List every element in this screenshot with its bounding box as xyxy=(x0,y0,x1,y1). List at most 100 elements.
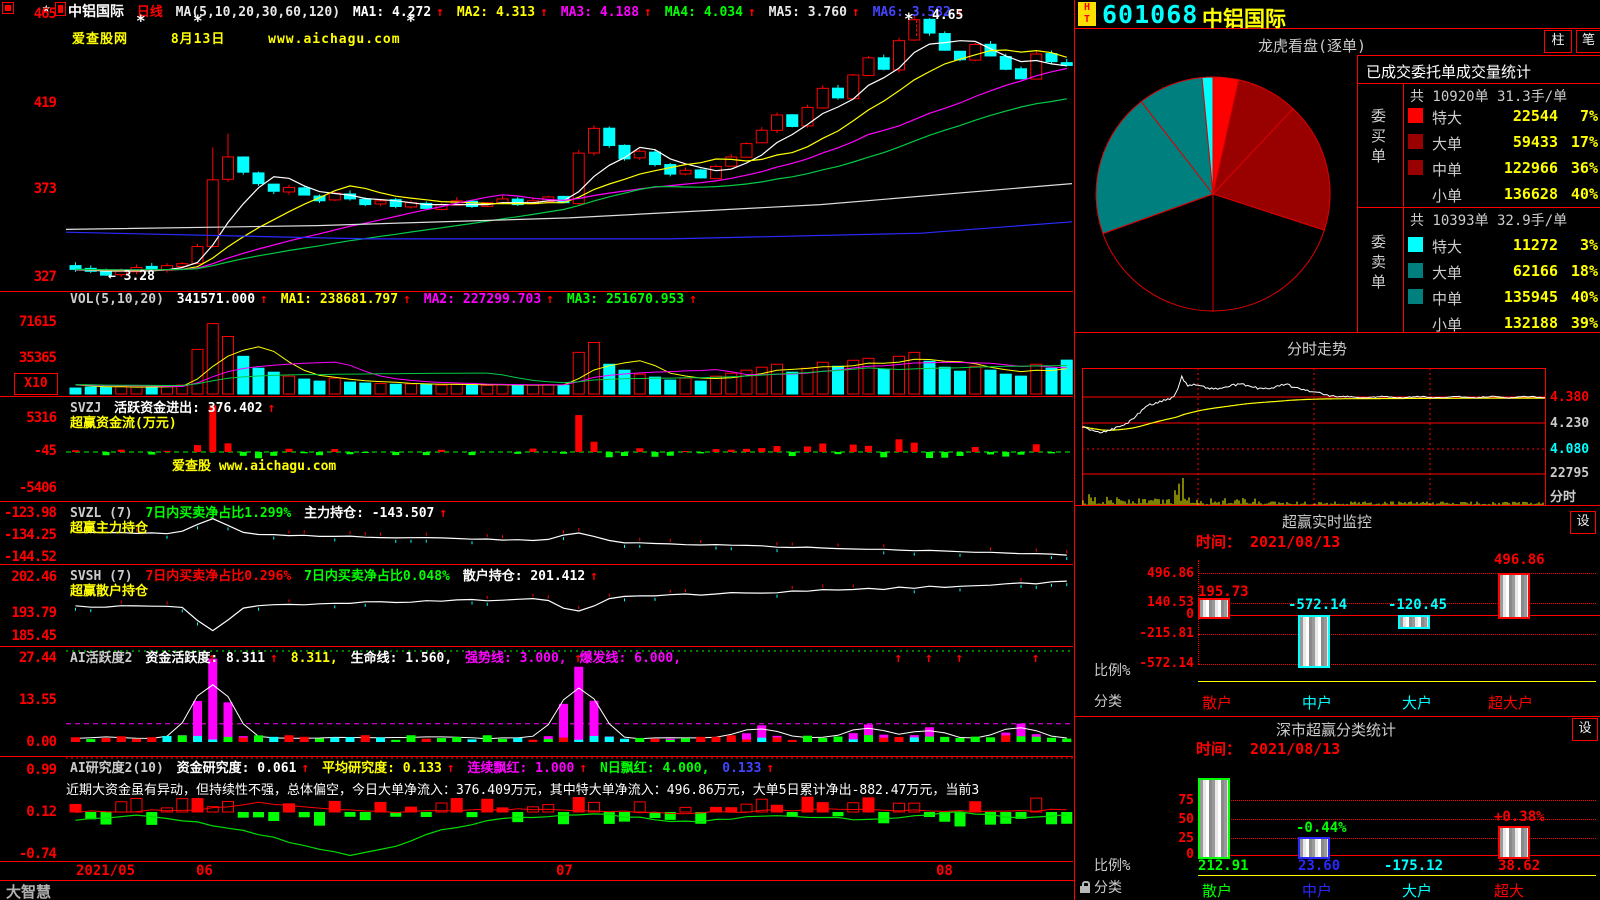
period-label[interactable]: 日线 xyxy=(136,5,163,20)
up-arrow-icon: ↑ xyxy=(267,401,276,416)
tab-stroke-chart[interactable]: 笔 xyxy=(1576,30,1600,53)
res-description: 近期大资金虽有异动，但持续性不强，总体偏空，今日大单净流入：376.409万元，… xyxy=(66,783,980,798)
order-row-label: 中单 xyxy=(1432,161,1463,179)
date-label: 08 xyxy=(936,863,953,879)
legend-swatch-buy-md xyxy=(1408,160,1423,175)
up-arrow-icon: ↑ xyxy=(955,5,964,20)
shenshi-value: 212.91 xyxy=(1198,858,1249,874)
table-border xyxy=(1357,55,1600,56)
res-axis-label: -0.74 xyxy=(18,846,57,862)
svsh-ratio-buy: 7日内买卖净占比0.048% xyxy=(304,569,450,584)
gridline xyxy=(1198,634,1596,635)
logo-letter-h: H xyxy=(1083,2,1091,13)
chart-marker: * xyxy=(193,11,203,30)
vol-indicator-name: VOL(5,10,20) xyxy=(70,292,164,307)
divider xyxy=(0,396,1073,397)
peak-annotation: 4.65 xyxy=(932,8,964,23)
svg-text:↑: ↑ xyxy=(1032,651,1040,666)
divider xyxy=(0,861,1073,862)
monitor-ytick: -215.81 xyxy=(1139,626,1194,641)
ai-value: 资金活跃度: 8.311 xyxy=(145,651,266,666)
watermark-site: 爱查股网 xyxy=(72,32,129,47)
ai-axis-label: 27.44 xyxy=(18,650,57,666)
table-border xyxy=(1357,55,1358,332)
svsh-value: 散户持仓: 201.412 xyxy=(462,569,586,584)
order-row-value: 135945 xyxy=(1503,288,1558,306)
fenshi-price-low: 4.080 xyxy=(1550,442,1590,457)
monitor-bar-label: -120.45 xyxy=(1388,597,1448,613)
svsh-axis-label: 185.45 xyxy=(11,628,57,644)
star-icon[interactable]: ★ xyxy=(42,0,51,16)
svzl-axis-label: -134.25 xyxy=(3,527,57,543)
shenshi-bar-散户 xyxy=(1198,778,1230,859)
chart-marker: * xyxy=(136,11,146,30)
stock-name-right: 中铝国际 xyxy=(1202,7,1286,31)
tab-bar-chart[interactable]: 柱 xyxy=(1544,30,1572,53)
monitor-category: 中户 xyxy=(1302,694,1333,712)
fenshi-title: 分时走势 xyxy=(1287,340,1348,358)
up-arrow-icon: ↑ xyxy=(301,761,310,776)
svg-text:↑: ↑ xyxy=(956,651,964,666)
order-row-label: 中单 xyxy=(1432,290,1463,308)
shenshi-category: 超大 xyxy=(1494,882,1525,900)
chart-marker: * xyxy=(406,11,416,30)
up-arrow-icon: ↑ xyxy=(540,5,548,20)
order-row-label: 大单 xyxy=(1432,135,1463,153)
up-arrow-icon: ↑ xyxy=(644,5,652,20)
order-distribution-pie xyxy=(1095,76,1331,312)
shenshi-value: -175.12 xyxy=(1384,858,1444,874)
monitor-bar-大户 xyxy=(1398,615,1430,629)
svzj-subtitle: 超赢资金流(万元) xyxy=(70,416,177,431)
gridline xyxy=(1198,819,1596,820)
pin-icon[interactable] xyxy=(2,2,14,14)
gridline xyxy=(1198,838,1596,839)
up-arrow-icon: ↑ xyxy=(436,5,444,20)
ai-value2: 8.311, xyxy=(290,651,338,666)
shenshi-ytick: 0 xyxy=(1186,847,1194,862)
order-row-value: 11272 xyxy=(1512,236,1558,254)
res-axis-label: 0.99 xyxy=(26,762,57,778)
order-row-pct: 39% xyxy=(1570,314,1598,332)
up-arrow-icon: ↑ xyxy=(446,761,455,776)
svzl-value: 主力持仓: -143.507 xyxy=(304,506,435,521)
shenshi-pct-label: -0.44% xyxy=(1296,820,1347,836)
buy-summary: 共 10920单 31.3手/单 xyxy=(1410,89,1568,105)
gridline xyxy=(1198,573,1596,574)
order-row-label: 特大 xyxy=(1432,109,1463,127)
inner-watermark: 爱查股 www.aichagu.com xyxy=(172,459,337,474)
price-axis-label: 327 xyxy=(33,269,57,285)
monitor-title: 超赢实时监控 xyxy=(1282,513,1373,531)
shenshi-settings-button[interactable]: 设 xyxy=(1572,718,1598,741)
divider xyxy=(1075,332,1600,333)
up-arrow-icon: ↑ xyxy=(689,292,698,307)
res-axis-label: 0.12 xyxy=(26,804,57,820)
date-label: 2021/05 xyxy=(76,863,136,879)
vol-ma2: MA2: 227299.703 xyxy=(423,292,542,307)
zero-line xyxy=(1198,855,1600,856)
ai-burst-line: 爆发线: 6.000, xyxy=(579,651,682,666)
fenshi-vol-max: 22795 xyxy=(1550,466,1590,481)
svzj-header: SVZJ 活跃资金进出: 376.402 ↑ xyxy=(70,397,280,416)
watermark-date: 8月13日 xyxy=(170,32,226,47)
category-axis xyxy=(1198,681,1596,682)
order-row-value: 122966 xyxy=(1503,159,1558,177)
logo-letter-t: T xyxy=(1083,14,1091,25)
ma1-value: MA1: 4.272 xyxy=(352,5,432,20)
svzj-name: SVZJ xyxy=(70,401,102,416)
up-arrow-icon: ↑ xyxy=(546,292,554,307)
monitor-time: 时间： 2021/08/13 xyxy=(1196,533,1341,551)
order-row-pct: 18% xyxy=(1570,262,1598,280)
order-row-pct: 40% xyxy=(1570,185,1598,203)
price-axis-label: 373 xyxy=(33,181,57,197)
up-arrow-icon: ↑ xyxy=(579,761,588,776)
svzj-money-flow-chart xyxy=(66,405,1073,459)
svsh-ratio-sell: 7日内买卖净占比0.296% xyxy=(145,569,292,584)
shenshi-ratio-label: 比例% xyxy=(1094,858,1131,874)
chart-marker: * xyxy=(904,9,914,28)
divider xyxy=(0,564,1073,565)
shenshi-value: 38.62 xyxy=(1498,858,1541,874)
lock-icon[interactable] xyxy=(1080,881,1090,893)
monitor-settings-button[interactable]: 设 xyxy=(1570,511,1596,534)
alert-icon[interactable] xyxy=(55,2,66,16)
shenshi-value: 23.60 xyxy=(1298,858,1341,874)
